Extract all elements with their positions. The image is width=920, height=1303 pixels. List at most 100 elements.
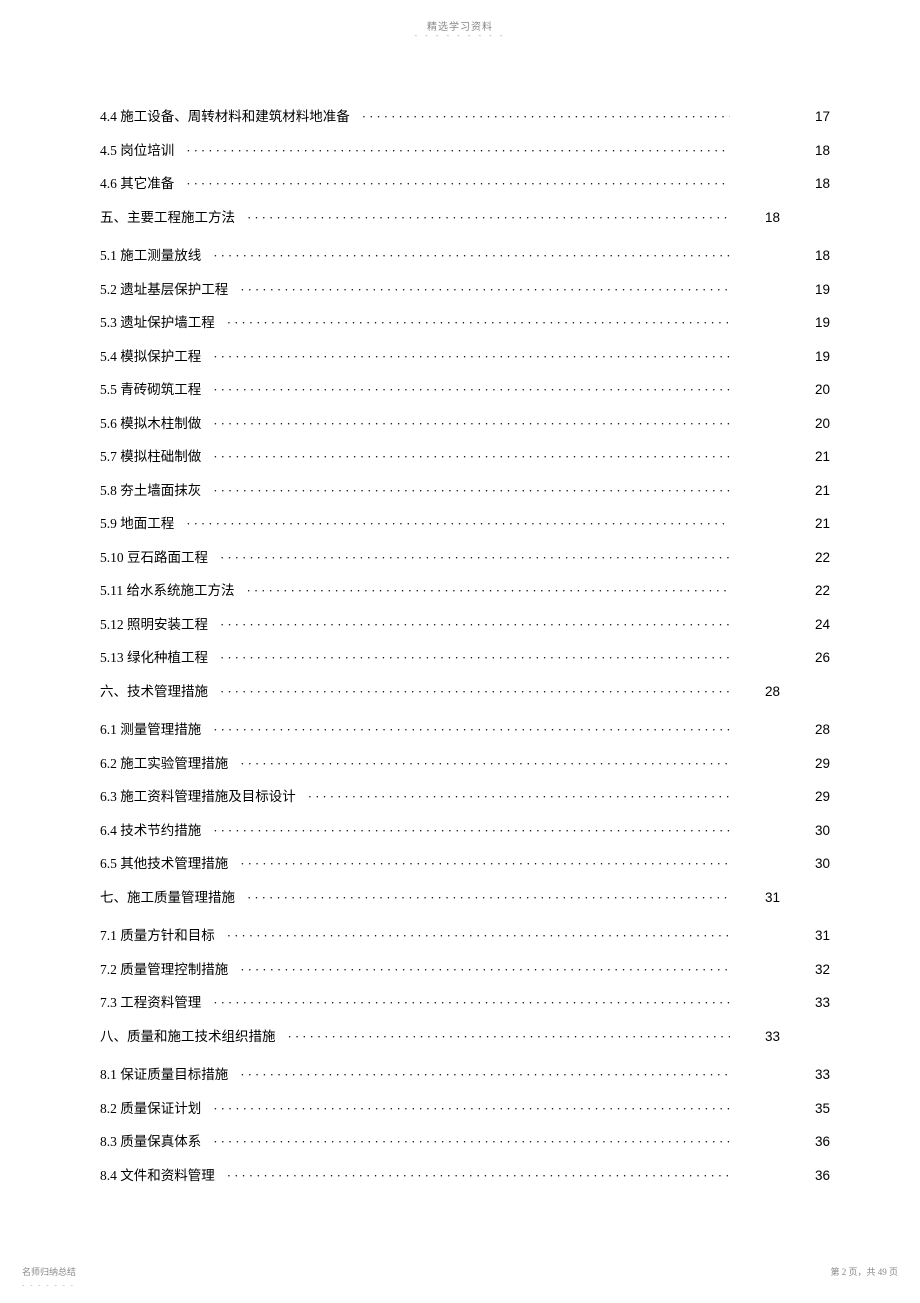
toc-page-col2: 31 [780, 929, 830, 943]
toc-row: 5.12 照明安装工程·····························… [100, 618, 830, 632]
toc-page-col2: 22 [780, 584, 830, 598]
toc-title: 5.9 地面工程 [100, 517, 186, 531]
toc-leader: ········································… [288, 1030, 731, 1043]
footer-right-total: 49 [878, 1267, 887, 1277]
toc-title: 七、施工质量管理措施 [100, 891, 247, 905]
toc-row: 4.6 其它准备································… [100, 177, 830, 191]
toc-row: 5.8 夯土墙面抹灰······························… [100, 484, 830, 498]
toc-page-col2: 32 [780, 963, 830, 977]
toc-leader: ········································… [247, 211, 730, 224]
footer-left-dashes: - - - - - - - [22, 1281, 75, 1289]
toc-page-col2: 21 [780, 517, 830, 531]
toc-page-col1: 31 [730, 891, 780, 905]
footer-right-mid: 页，共 [846, 1267, 878, 1277]
toc-page-col1: 28 [730, 685, 780, 699]
toc-title: 8.3 质量保真体系 [100, 1135, 213, 1149]
toc-leader: ········································… [213, 450, 730, 463]
toc-leader: ········································… [240, 963, 730, 976]
toc-title: 5.5 青砖砌筑工程 [100, 383, 213, 397]
toc-leader: ········································… [213, 824, 730, 837]
toc-leader: ········································… [240, 1068, 730, 1081]
toc-title: 5.11 给水系统施工方法 [100, 584, 247, 598]
toc-title: 六、技术管理措施 [100, 685, 220, 699]
toc-title: 8.2 质量保证计划 [100, 1102, 213, 1116]
toc-title: 8.1 保证质量目标措施 [100, 1068, 240, 1082]
toc-title: 5.2 遗址基层保护工程 [100, 283, 240, 297]
toc-title: 4.4 施工设备、周转材料和建筑材料地准备 [100, 110, 362, 124]
toc-row: 6.4 技术节约措施······························… [100, 824, 830, 838]
toc-title: 4.6 其它准备 [100, 177, 186, 191]
toc-page-col2: 30 [780, 824, 830, 838]
footer-right-prefix: 第 [830, 1267, 841, 1277]
toc-page-col2: 19 [780, 316, 830, 330]
toc-row: 5.2 遗址基层保护工程····························… [100, 283, 830, 297]
footer-left: 名师归纳总结 [22, 1265, 76, 1278]
toc-page-col2: 19 [780, 283, 830, 297]
toc-row: 5.4 模拟保护工程······························… [100, 350, 830, 364]
toc-page-col2: 20 [780, 417, 830, 431]
header-dashes: - - - - - - - - - [415, 31, 506, 40]
toc-title: 5.4 模拟保护工程 [100, 350, 213, 364]
toc-leader: ········································… [213, 249, 730, 262]
toc-page-col2: 36 [780, 1169, 830, 1183]
toc-row: 7.3 工程资料管理······························… [100, 996, 830, 1010]
toc-leader: ········································… [213, 723, 730, 736]
toc-page-col1: 18 [730, 211, 780, 225]
footer-right: 第 2 页，共 49 页 [830, 1265, 898, 1278]
toc-page-col2: 24 [780, 618, 830, 632]
toc-title: 5.7 模拟柱础制做 [100, 450, 213, 464]
toc-row: 5.9 地面工程································… [100, 517, 830, 531]
toc-leader: ········································… [213, 383, 730, 396]
toc-row: 5.11 给水系统施工方法···························… [100, 584, 830, 598]
toc-title: 6.5 其他技术管理措施 [100, 857, 240, 871]
toc-page-col2: 20 [780, 383, 830, 397]
toc-page-col2: 19 [780, 350, 830, 364]
toc-page-col2: 17 [780, 110, 830, 124]
toc-leader: ········································… [186, 517, 730, 530]
toc-leader: ········································… [227, 929, 730, 942]
toc-row: 8.1 保证质量目标措施····························… [100, 1068, 830, 1082]
toc-title: 5.8 夯土墙面抹灰 [100, 484, 213, 498]
toc-leader: ········································… [308, 790, 730, 803]
toc-page-col2: 18 [780, 249, 830, 263]
toc-title: 8.4 文件和资料管理 [100, 1169, 227, 1183]
toc-page-col1: 33 [730, 1030, 780, 1044]
toc-leader: ········································… [220, 651, 730, 664]
toc-row: 6.1 测量管理措施······························… [100, 723, 830, 737]
toc-title: 4.5 岗位培训 [100, 144, 186, 158]
toc-page-col2: 26 [780, 651, 830, 665]
toc-leader: ········································… [240, 857, 730, 870]
toc-row: 8.4 文件和资料管理·····························… [100, 1169, 830, 1183]
toc-leader: ········································… [213, 1102, 730, 1115]
toc-page-col2: 33 [780, 996, 830, 1010]
toc-row: 八、质量和施工技术组织措施···························… [100, 1030, 830, 1044]
toc-row: 4.5 岗位培训································… [100, 144, 830, 158]
toc-row: 5.13 绿化种植工程·····························… [100, 651, 830, 665]
toc-page-col2: 36 [780, 1135, 830, 1149]
toc-container: 4.4 施工设备、周转材料和建筑材料地准备 ···················… [100, 110, 830, 1202]
toc-leader: ········································… [213, 1135, 730, 1148]
toc-row: 6.5 其他技术管理措施····························… [100, 857, 830, 871]
toc-leader: ········································… [213, 484, 730, 497]
toc-title: 7.1 质量方针和目标 [100, 929, 227, 943]
toc-title: 5.6 模拟木柱制做 [100, 417, 213, 431]
toc-row: 5.1 施工测量放线······························… [100, 249, 830, 263]
toc-leader: ········································… [220, 551, 730, 564]
toc-row: 5.10 豆石路面工程·····························… [100, 551, 830, 565]
toc-title: 6.4 技术节约措施 [100, 824, 213, 838]
toc-title: 五、主要工程施工方法 [100, 211, 247, 225]
toc-leader: ········································… [247, 584, 731, 597]
toc-title: 5.3 遗址保护墙工程 [100, 316, 227, 330]
toc-leader: ········································… [213, 996, 730, 1009]
toc-row: 8.3 质量保真体系······························… [100, 1135, 830, 1149]
toc-leader: ········································… [227, 1169, 730, 1182]
toc-title: 5.13 绿化种植工程 [100, 651, 220, 665]
toc-title: 7.3 工程资料管理 [100, 996, 213, 1010]
toc-page-col2: 33 [780, 1068, 830, 1082]
toc-leader: ········································… [220, 685, 730, 698]
toc-leader: ········································… [227, 316, 730, 329]
toc-leader: ········································… [362, 110, 730, 123]
toc-row: 8.2 质量保证计划······························… [100, 1102, 830, 1116]
toc-leader: ········································… [213, 417, 730, 430]
toc-leader: ········································… [213, 350, 730, 363]
